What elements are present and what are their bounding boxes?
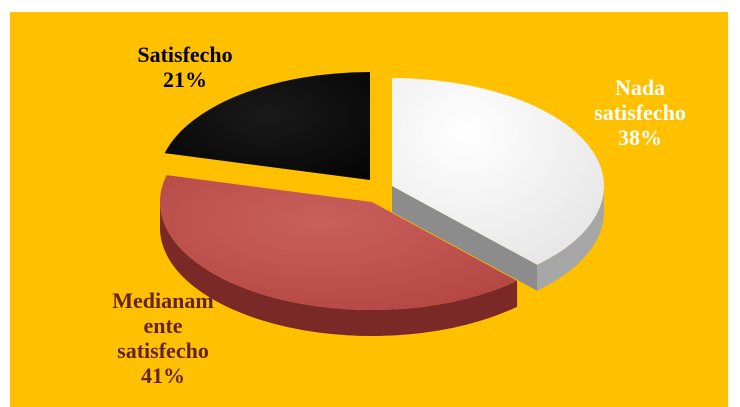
label-nada-line-1: Nada xyxy=(614,75,666,100)
pie-side-nada-satisfecho xyxy=(537,186,604,291)
pie-face-nada-satisfecho xyxy=(392,186,538,291)
chart-area: Nada satisfecho 38% Medianam ente satisf… xyxy=(10,12,728,407)
label-sat-value: 21% xyxy=(163,67,207,92)
label-sat-line-1: Satisfecho xyxy=(137,42,233,67)
label-med-value: 41% xyxy=(141,363,185,388)
pie-side-medianamente-satisfecho xyxy=(160,202,518,336)
label-nada-value: 38% xyxy=(618,125,662,150)
label-med-line-1: Medianam xyxy=(112,288,214,313)
pie-slice-nada-satisfecho xyxy=(392,78,604,265)
pie-slice-satisfecho xyxy=(164,72,370,180)
label-medianamente-satisfecho: Medianam ente satisfecho 41% xyxy=(98,288,228,388)
pie-slice-medianamente-satisfecho xyxy=(159,175,518,311)
label-satisfecho: Satisfecho 21% xyxy=(105,42,265,92)
pie-chart xyxy=(159,72,604,336)
label-med-line-3: satisfecho xyxy=(117,338,209,363)
label-med-line-2: ente xyxy=(143,313,183,338)
label-nada-satisfecho: Nada satisfecho 38% xyxy=(580,75,700,150)
label-nada-line-2: satisfecho xyxy=(594,100,686,125)
